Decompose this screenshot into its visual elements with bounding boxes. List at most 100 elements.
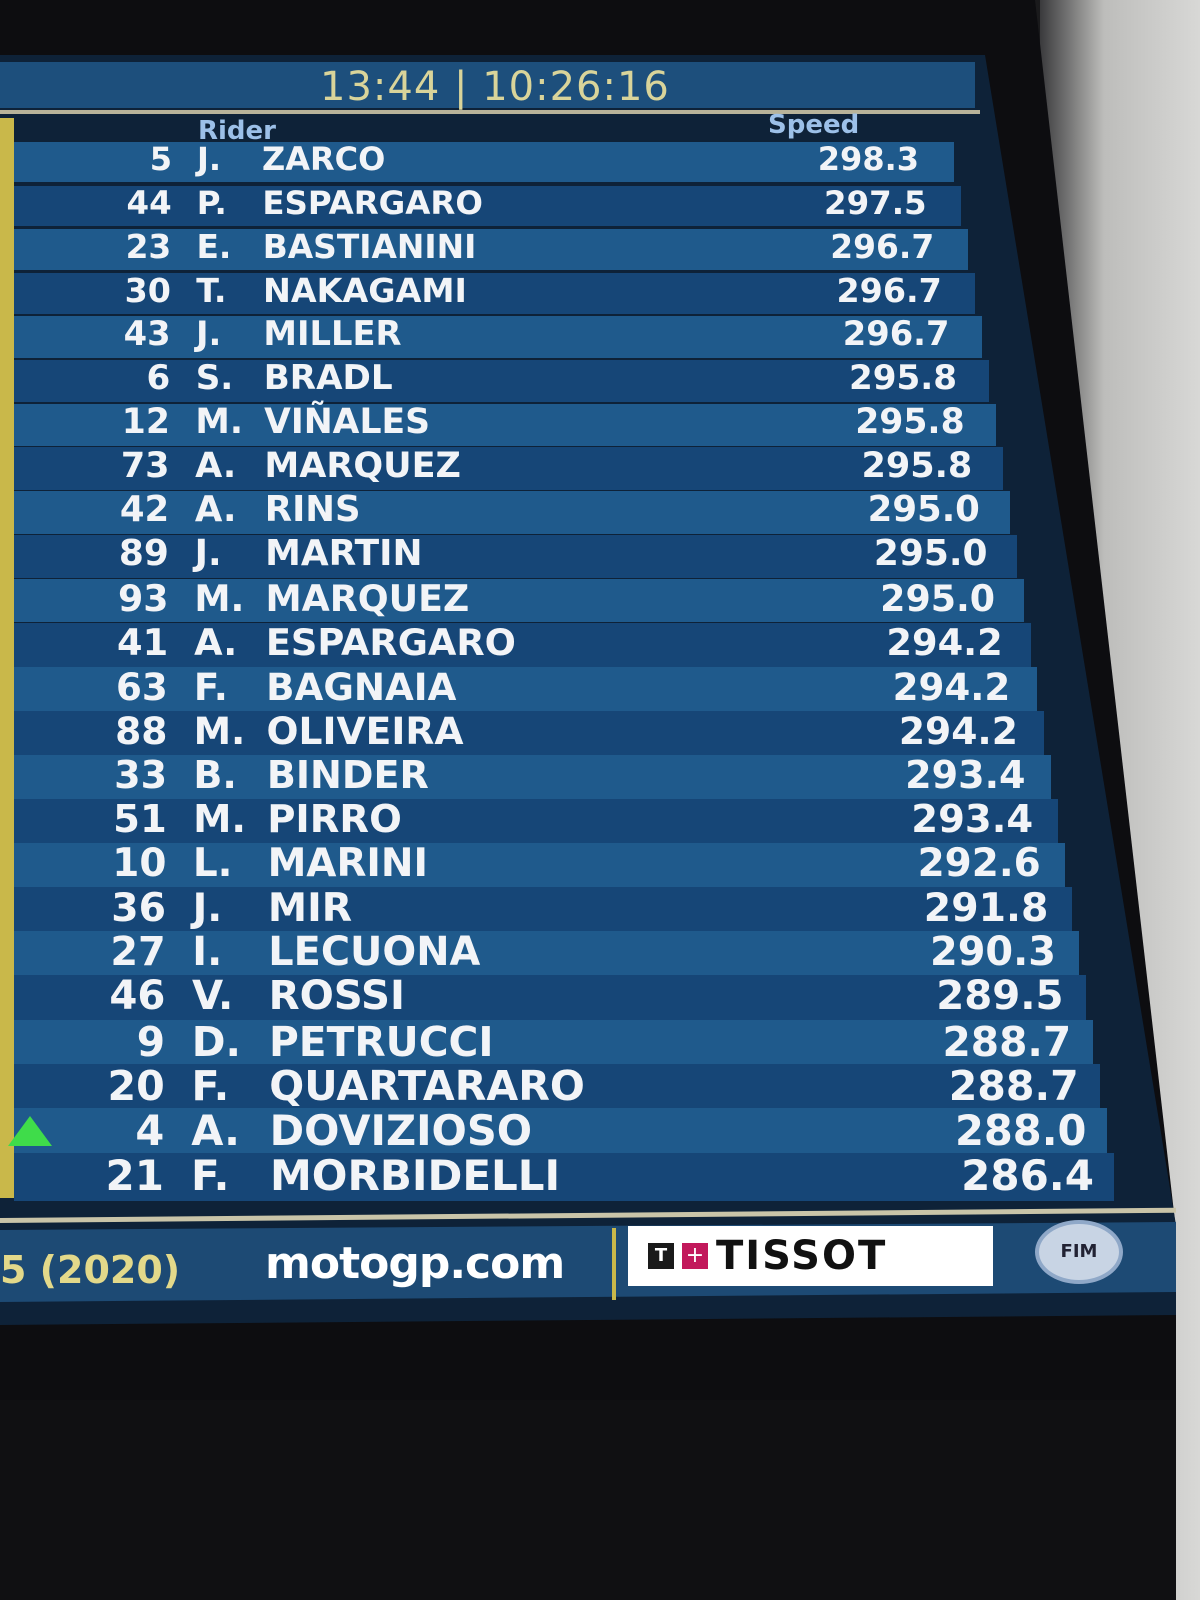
rider-initial: V.	[192, 973, 234, 1020]
top-speed: 291.8	[923, 884, 1049, 931]
time-of-day: 10:26:16	[482, 64, 670, 110]
rider-initial: J.	[192, 884, 223, 931]
table-row: 73 A. MARQUEZ 295.8	[14, 445, 1003, 490]
table-row: 44 P. ESPARGARO 297.5	[14, 183, 961, 226]
rider-number: 12	[121, 401, 170, 442]
top-speed: 290.3	[930, 929, 1056, 976]
rider-surname: MILLER	[263, 314, 402, 354]
clock-bar	[0, 62, 975, 108]
rider-initial: M.	[195, 401, 243, 442]
rider-surname: NAKAGAMI	[263, 270, 467, 310]
top-speed: 288.0	[954, 1106, 1087, 1156]
rider-initial: F.	[193, 664, 228, 709]
speed-column-header: Speed	[768, 110, 860, 140]
footer-year-text: 5 (2020)	[0, 1248, 181, 1292]
footer-separator	[612, 1228, 616, 1300]
rider-number: 30	[124, 270, 171, 310]
rider-column-header: Rider	[198, 116, 276, 146]
rider-number: 27	[110, 929, 166, 976]
rider-number: 6	[146, 357, 171, 398]
rider-initial: I.	[192, 929, 223, 976]
top-speed: 295.0	[880, 576, 996, 620]
sponsor-name: TISSOT	[716, 1233, 888, 1279]
rider-surname: RINS	[264, 489, 361, 531]
table-row: 30 T. NAKAGAMI 296.7	[14, 270, 975, 314]
top-speed: 294.2	[898, 708, 1018, 753]
rider-number: 4	[135, 1106, 165, 1156]
rider-number: 20	[107, 1061, 165, 1110]
rider-number: 41	[117, 620, 169, 664]
rider-initial: A.	[194, 620, 238, 664]
top-speed: 296.7	[842, 314, 950, 354]
top-speed: 298.3	[817, 140, 919, 178]
rider-surname: ZARCO	[262, 140, 386, 178]
rider-surname: ESPARGARO	[265, 620, 516, 664]
rider-initial: L.	[192, 840, 233, 886]
top-speed: 297.5	[824, 183, 927, 222]
top-speed: 292.6	[917, 840, 1041, 886]
rider-number: 63	[116, 664, 168, 709]
top-speed: 295.0	[867, 489, 980, 531]
table-row: 21 F. MORBIDELLI 286.4	[14, 1150, 1114, 1201]
rider-number: 5	[149, 140, 172, 178]
rider-initial: J.	[197, 140, 222, 178]
rider-initial: D.	[191, 1017, 242, 1066]
top-speed: 286.4	[961, 1150, 1094, 1200]
rider-surname: PETRUCCI	[268, 1017, 494, 1066]
rider-surname: QUARTARARO	[269, 1061, 585, 1110]
rider-initial: T.	[196, 270, 227, 310]
table-row: 27 I. LECUONA 290.3	[14, 929, 1080, 978]
table-row: 20 F. QUARTARARO 288.7	[14, 1061, 1101, 1112]
top-speed: 295.8	[861, 445, 973, 487]
table-row: 88 M. OLIVEIRA 294.2	[14, 708, 1045, 756]
rider-surname: MIR	[267, 884, 353, 931]
table-row: 51 M. PIRRO 293.4	[14, 796, 1059, 844]
rider-surname: LECUONA	[268, 929, 481, 976]
rider-number: 43	[123, 314, 171, 354]
top-speed: 295.8	[855, 401, 965, 442]
rider-initial: A.	[194, 489, 237, 531]
monitor-stand	[0, 1400, 1176, 1600]
table-row: 42 A. RINS 295.0	[14, 489, 1010, 534]
top-speed: 293.4	[911, 796, 1034, 842]
table-row: 12 M. VIÑALES 295.8	[14, 401, 996, 446]
rider-surname: ESPARGARO	[262, 183, 483, 222]
top-speed: 296.7	[836, 270, 942, 310]
rider-number: 88	[115, 708, 168, 753]
rider-initial: M.	[194, 576, 245, 620]
fim-logo: FIM	[1035, 1220, 1123, 1284]
header-divider	[0, 110, 980, 114]
rider-surname: MARQUEZ	[264, 445, 461, 487]
rider-surname: BRADL	[263, 357, 393, 398]
rider-surname: BINDER	[266, 752, 429, 797]
rider-number: 73	[120, 445, 170, 487]
rider-number: 46	[109, 973, 166, 1020]
rider-surname: MARINI	[267, 840, 428, 886]
left-column-edge	[0, 118, 14, 1198]
rider-number: 36	[111, 884, 167, 931]
table-row: 46 V. ROSSI 289.5	[14, 973, 1087, 1022]
table-row: 9 D. PETRUCCI 288.7	[14, 1017, 1094, 1067]
website-label: motogp.com	[265, 1238, 565, 1289]
clock-separator: |	[454, 64, 469, 110]
rider-number: 93	[117, 576, 169, 620]
table-row: 89 J. MARTIN 295.0	[14, 533, 1017, 579]
table-row: 41 A. ESPARGARO 294.2	[14, 620, 1031, 667]
rider-number: 42	[119, 489, 170, 531]
rider-number: 44	[126, 183, 172, 222]
rider-initial: P.	[196, 183, 227, 222]
rider-number: 10	[112, 840, 167, 886]
rider-initial: J.	[195, 314, 222, 354]
table-row: 36 J. MIR 291.8	[14, 884, 1073, 933]
rider-surname: BASTIANINI	[262, 227, 477, 267]
rider-number: 23	[125, 227, 172, 267]
rider-number: 89	[118, 533, 169, 575]
rider-number: 21	[105, 1150, 164, 1200]
table-row: 10 L. MARINI 292.6	[14, 840, 1066, 889]
top-speed: 288.7	[942, 1017, 1072, 1066]
rider-initial: B.	[193, 752, 237, 797]
table-row: 6 S. BRADL 295.8	[14, 357, 989, 402]
rider-initial: J.	[194, 533, 222, 575]
top-speed: 289.5	[936, 973, 1064, 1020]
rider-initial: M.	[193, 796, 247, 842]
